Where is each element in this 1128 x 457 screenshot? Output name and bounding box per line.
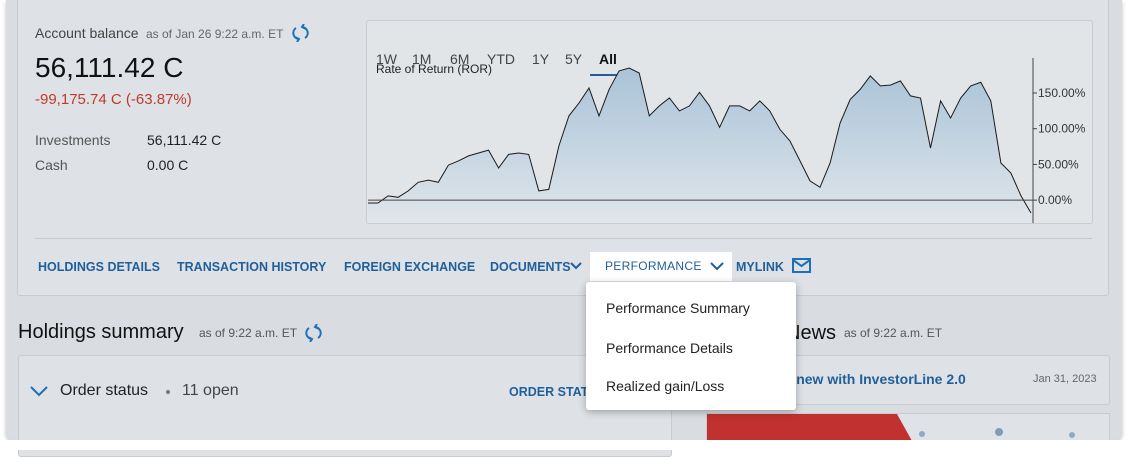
section-title: Holdings summary bbox=[18, 321, 184, 343]
range-tab[interactable]: YTD bbox=[487, 51, 515, 67]
dropdown: Performance Summary Performance Details … bbox=[586, 282, 796, 410]
mail-icon[interactable] bbox=[792, 258, 811, 273]
balance-change: -99,175.74 C (-63.87%) bbox=[35, 91, 192, 108]
order-status: Order status bbox=[60, 382, 149, 399]
as-of: as of 9:22 a.m. ET bbox=[844, 326, 943, 340]
range-tab[interactable]: 1Y bbox=[532, 51, 550, 67]
nav-link[interactable]: FOREIGN EXCHANGE bbox=[344, 260, 476, 274]
row-label: Investments bbox=[35, 132, 111, 148]
nav-link[interactable]: TRANSACTION HISTORY bbox=[177, 260, 327, 274]
row-value: 0.00 C bbox=[147, 157, 189, 173]
chevron bbox=[570, 262, 582, 270]
nav-link[interactable]: HOLDINGS DETAILS bbox=[38, 260, 160, 274]
dropdown-item[interactable]: Realized gain/Loss bbox=[606, 378, 725, 394]
news-item[interactable]: What's new with InvestorLine 2.0 bbox=[747, 371, 966, 387]
nav-active-bg bbox=[590, 252, 732, 281]
open-count: 11 open bbox=[182, 382, 239, 399]
refresh-icon[interactable] bbox=[291, 24, 311, 42]
y-tick-label: 0.00% bbox=[1038, 193, 1072, 207]
page-bottom bbox=[0, 440, 1128, 450]
y-tick-label: 150.00% bbox=[1038, 86, 1086, 100]
balance-label: Account balance bbox=[35, 25, 139, 41]
range-tab[interactable]: 1W bbox=[376, 51, 397, 67]
as-of: as of 9:22 a.m. ET bbox=[199, 326, 298, 340]
bullet bbox=[166, 390, 170, 394]
chevron bbox=[710, 262, 724, 271]
range-tab[interactable]: All bbox=[599, 51, 617, 67]
balance: 56,111.42 C bbox=[35, 52, 184, 83]
banner-art bbox=[707, 414, 1075, 441]
chevron[interactable] bbox=[30, 386, 48, 397]
dropdown-item[interactable]: Performance Summary bbox=[606, 300, 750, 316]
news-date: Jan 31, 2023 bbox=[1033, 373, 1097, 385]
refresh-icon[interactable] bbox=[304, 324, 324, 342]
divider bbox=[35, 238, 1092, 239]
order-status-link[interactable]: ORDER STATUS bbox=[509, 385, 606, 399]
nav-link-active[interactable]: PERFORMANCE bbox=[605, 259, 702, 273]
y-tick-label: 50.00% bbox=[1038, 157, 1079, 171]
range-tab[interactable]: 6M bbox=[450, 51, 470, 67]
row-label: Cash bbox=[35, 157, 68, 173]
section-title: News bbox=[786, 322, 837, 344]
area bbox=[368, 68, 1031, 223]
range-tab[interactable]: 1M bbox=[412, 51, 432, 67]
nav-link[interactable]: MYLINK bbox=[736, 260, 784, 274]
dropdown-item[interactable]: Performance Details bbox=[606, 340, 733, 356]
news-banner bbox=[706, 413, 1110, 442]
chart-panel: 1W 1M 6M YTD 1Y 5Y All Rate of Return (ROR) 0.… bbox=[366, 20, 1093, 224]
line bbox=[368, 67, 1032, 214]
y-tick-label: 100.00% bbox=[1038, 122, 1086, 136]
row-value: 56,111.42 C bbox=[147, 132, 222, 148]
nav-link[interactable]: DOCUMENTS bbox=[490, 260, 571, 274]
range-tab[interactable]: 5Y bbox=[565, 51, 583, 67]
tab-underline bbox=[590, 74, 625, 76]
as-of: as of Jan 26 9:22 a.m. ET bbox=[146, 27, 284, 41]
chart: Rate of Return (ROR) 0.00% 50.00% 100.00% 1… bbox=[368, 58, 1086, 223]
chart-title: Rate of Return (ROR) bbox=[376, 62, 492, 76]
